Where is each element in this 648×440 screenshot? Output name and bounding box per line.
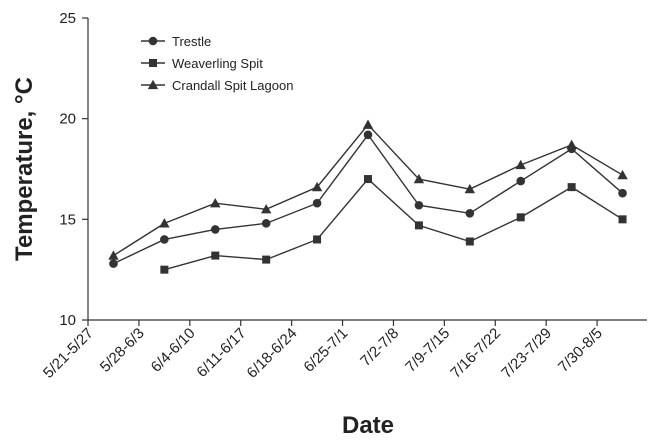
y-ticks: 10 15 20 25 <box>59 10 88 329</box>
x-tick-label: 7/23-7/29 <box>498 325 555 382</box>
y-tick-label: 10 <box>59 312 76 329</box>
legend-marker <box>147 79 159 90</box>
data-point <box>617 169 628 180</box>
x-tick-label: 6/25-7/1 <box>300 325 351 376</box>
data-point <box>160 235 169 244</box>
data-point <box>566 139 577 149</box>
x-tick-label: 6/4-6/10 <box>148 325 199 376</box>
x-tick-label: 7/30-8/5 <box>555 325 606 376</box>
data-point <box>414 221 423 230</box>
data-point <box>211 251 220 260</box>
x-axis-title: Date <box>342 412 394 439</box>
x-tick-label: 7/9-7/15 <box>402 325 453 376</box>
data-point <box>364 175 372 184</box>
data-point <box>567 183 576 192</box>
legend-item: Crandall Spit Lagoon <box>141 78 293 93</box>
data-point <box>313 235 322 244</box>
data-point <box>312 198 322 208</box>
series-line <box>113 123 623 257</box>
y-axis-title: Temperature, °C <box>11 77 38 261</box>
legend-item: Weaverling Spit <box>141 56 263 71</box>
data-point <box>465 208 475 218</box>
legend-marker <box>148 36 158 46</box>
data-point <box>618 215 627 224</box>
legend-label: Weaverling Spit <box>172 56 263 71</box>
x-tick-label: 6/18-6/24 <box>244 325 301 382</box>
legend-marker <box>149 59 157 67</box>
legend-label: Trestle <box>172 34 211 49</box>
data-point <box>414 200 424 210</box>
x-tick-label: 7/16-7/22 <box>447 325 504 382</box>
legend-item: Trestle <box>141 34 211 49</box>
data-point <box>464 183 476 194</box>
series-group <box>108 119 628 274</box>
series-crandall-spit-lagoon <box>108 119 628 260</box>
x-ticks: 5/21-5/27 5/28-6/3 6/4-6/106/11-6/176/18-6… <box>40 320 606 382</box>
series-weaverling-spit <box>160 175 627 274</box>
data-point <box>262 255 271 264</box>
data-point <box>311 181 323 192</box>
data-point <box>260 204 272 214</box>
data-point <box>363 130 373 140</box>
data-point <box>516 213 525 222</box>
data-point <box>108 250 119 260</box>
x-tick-label: 6/11-6/17 <box>193 325 249 381</box>
data-point <box>362 119 374 129</box>
data-point <box>210 198 221 208</box>
data-point <box>465 237 474 246</box>
axes <box>87 18 647 321</box>
data-point <box>515 159 526 170</box>
x-tick-label: 5/28-6/3 <box>97 325 148 376</box>
legend: Trestle Weaverling Spit Crandall Spit Lago… <box>141 34 293 93</box>
data-point <box>210 225 220 234</box>
data-point <box>159 218 170 228</box>
data-point <box>160 265 169 274</box>
series-line <box>164 178 623 271</box>
series-line <box>113 133 624 265</box>
data-point <box>618 188 627 198</box>
legend-label: Crandall Spit Lagoon <box>172 78 293 93</box>
data-point <box>516 176 526 186</box>
x-tick-label: 7/2-7/8 <box>357 325 402 370</box>
data-point <box>413 173 425 184</box>
y-tick-label: 15 <box>59 211 76 228</box>
y-tick-label: 25 <box>59 10 76 27</box>
series-trestle <box>109 130 627 268</box>
y-tick-label: 20 <box>59 111 76 128</box>
data-point <box>261 219 271 228</box>
data-point <box>109 259 118 268</box>
x-tick-label: 5/21-5/27 <box>40 325 97 382</box>
